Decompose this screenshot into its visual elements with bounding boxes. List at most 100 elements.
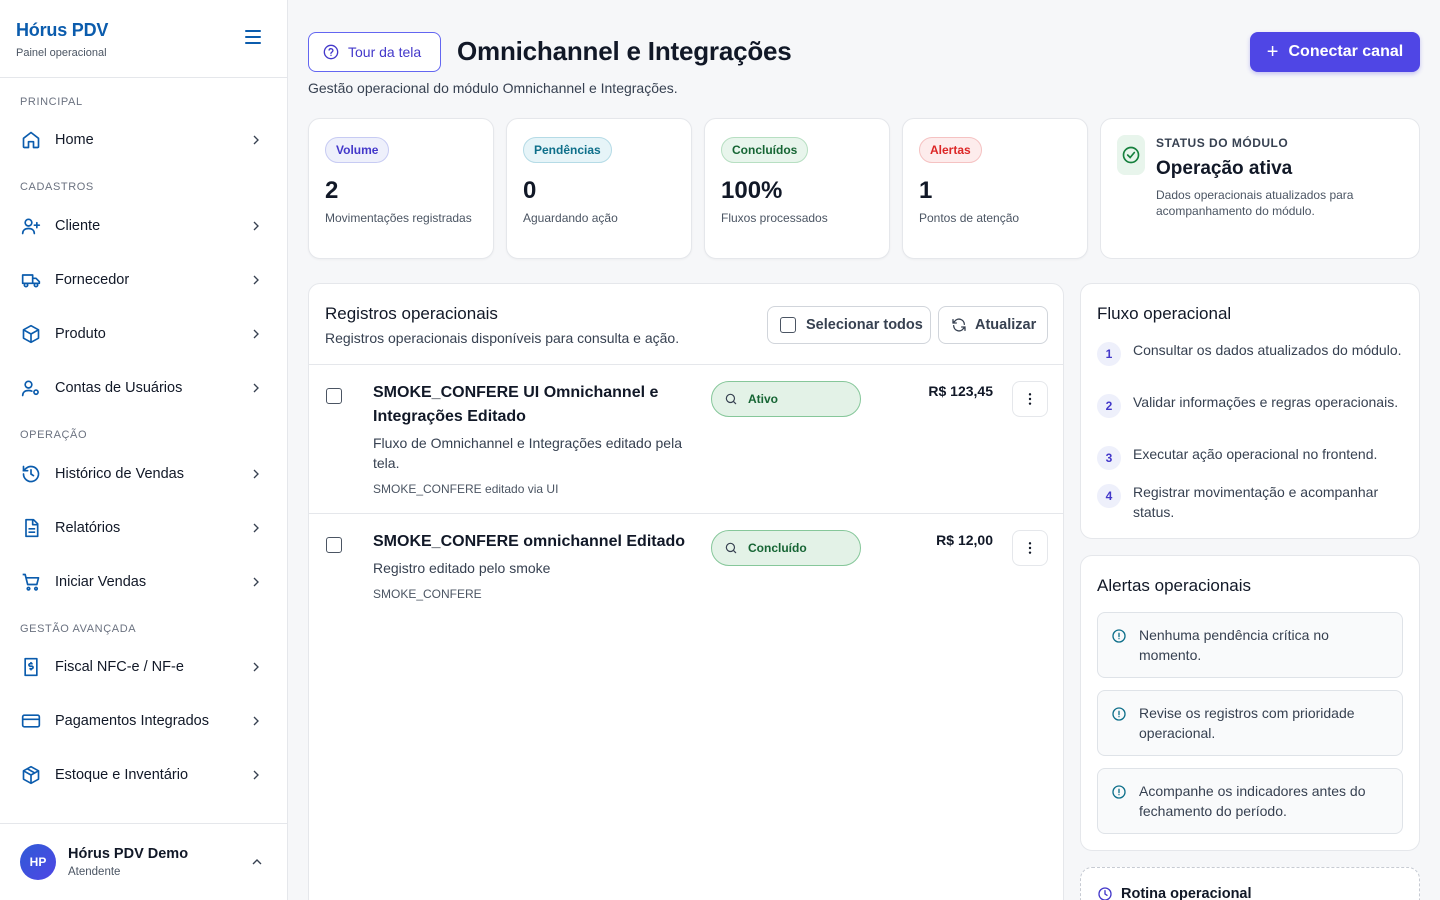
- sidebar-item-label: Produto: [55, 326, 106, 342]
- alerts-title: Alertas operacionais: [1097, 576, 1252, 595]
- sidebar-item-label: Pagamentos Integrados: [55, 713, 209, 729]
- tour-button[interactable]: Tour da tela: [308, 32, 441, 72]
- row-description: Registro editado pelo smoke: [373, 560, 551, 576]
- clock-icon: [1098, 887, 1112, 900]
- brand: Hórus PDV Painel operacional: [0, 0, 287, 78]
- kpi-caption: Movimentações registradas: [325, 211, 472, 225]
- chevron-right-icon: [253, 275, 259, 285]
- row-actions-button[interactable]: [1012, 530, 1048, 566]
- sidebar-item-home[interactable]: Home: [12, 118, 276, 162]
- history-icon: [20, 463, 42, 485]
- connect-channel-button[interactable]: + Conectar canal: [1250, 32, 1420, 72]
- step-text: Executar ação operacional no frontend.: [1133, 446, 1378, 462]
- brand-subtitle: Painel operacional: [16, 47, 107, 59]
- chevron-right-icon: [253, 770, 259, 780]
- avatar: HP: [20, 844, 56, 880]
- kpi-card-pendencias: Pendências 0 Aguardando ação: [506, 118, 692, 259]
- row-checkbox[interactable]: [326, 537, 342, 553]
- chevron-right-icon: [253, 716, 259, 726]
- sidebar-item-relatorios[interactable]: Relatórios: [12, 506, 276, 550]
- module-status-card: STATUS DO MÓDULO Operação ativa Dados op…: [1100, 118, 1420, 259]
- section-label-principal: PRINCIPAL: [20, 96, 83, 108]
- search-icon: [725, 393, 737, 405]
- select-all-checkbox[interactable]: [780, 317, 796, 333]
- chevron-right-icon: [253, 221, 259, 231]
- kpi-badge: Alertas: [919, 137, 982, 163]
- refresh-icon: [952, 318, 966, 332]
- sidebar-item-produto[interactable]: Produto: [12, 312, 276, 356]
- kpi-card-alertas: Alertas 1 Pontos de atenção: [902, 118, 1088, 259]
- sidebar-item-label: Home: [55, 132, 94, 148]
- sidebar-item-label: Cliente: [55, 218, 101, 234]
- sidebar-item-label: Relatórios: [55, 520, 121, 536]
- row-price: R$ 12,00: [936, 532, 993, 548]
- refresh-label: Atualizar: [975, 317, 1037, 333]
- chevron-right-icon: [253, 523, 259, 533]
- chevron-right-icon: [253, 662, 259, 672]
- step-text: Registrar movimentação e acompanhar stat…: [1133, 484, 1379, 520]
- select-all-label: Selecionar todos: [806, 317, 923, 333]
- page-subtitle: Gestão operacional do módulo Omnichannel…: [308, 80, 678, 96]
- operational-alerts-card: Alertas operacionais Nenhuma pendência c…: [1080, 555, 1420, 851]
- sidebar-item-fornecedor[interactable]: Fornecedor: [12, 258, 276, 302]
- status-badge: Concluído: [711, 530, 861, 566]
- sidebar-item-label: Iniciar Vendas: [55, 574, 147, 590]
- sidebar-item-contas-usuarios[interactable]: Contas de Usuários: [12, 366, 276, 410]
- kpi-badge: Concluídos: [721, 137, 809, 163]
- step-number: 2: [1097, 394, 1121, 418]
- kpi-value: 1: [919, 177, 933, 204]
- sidebar-item-fiscal[interactable]: Fiscal NFC-e / NF-e: [12, 645, 276, 689]
- sidebar-item-label: Estoque e Inventário: [55, 767, 189, 783]
- sidebar-item-label: Histórico de Vendas: [55, 466, 184, 482]
- sidebar-item-iniciar-vendas[interactable]: Iniciar Vendas: [12, 560, 276, 604]
- more-vertical-icon: [1028, 393, 1032, 405]
- operational-flow-card: Fluxo operacional 1 Consultar os dados a…: [1080, 283, 1420, 539]
- row-meta: SMOKE_CONFERE editado via UI: [373, 482, 559, 496]
- section-label-operacao: OPERAÇÃO: [20, 429, 88, 441]
- sidebar-item-historico-vendas[interactable]: Histórico de Vendas: [12, 452, 276, 496]
- step-number: 4: [1097, 484, 1121, 508]
- kpi-value: 0: [523, 177, 537, 204]
- connect-channel-label: Conectar canal: [1288, 43, 1404, 60]
- shopping-cart-icon: [20, 571, 42, 593]
- check-circle-icon: [1117, 135, 1145, 175]
- sidebar-item-cliente[interactable]: Cliente: [12, 204, 276, 248]
- sidebar-item-pagamentos[interactable]: Pagamentos Integrados: [12, 699, 276, 743]
- row-title[interactable]: SMOKE_CONFERE UI Omnichannel e Integraçõ…: [373, 384, 659, 425]
- alert-circle-icon: [1112, 707, 1126, 721]
- alert-circle-icon: [1112, 629, 1126, 643]
- kpi-badge: Volume: [325, 137, 390, 163]
- sidebar-item-label: Fornecedor: [55, 272, 130, 288]
- credit-card-icon: [20, 710, 42, 732]
- user-profile[interactable]: HP Hórus PDV Demo Atendente: [0, 823, 287, 900]
- chevron-up-icon[interactable]: [249, 854, 265, 870]
- sidebar-item-estoque[interactable]: Estoque e Inventário: [12, 753, 276, 797]
- kpi-card-volume: Volume 2 Movimentações registradas: [308, 118, 494, 259]
- select-all-button[interactable]: Selecionar todos: [767, 306, 931, 344]
- package-icon: [20, 323, 42, 345]
- row-price: R$ 123,45: [928, 383, 993, 399]
- home-icon: [20, 129, 42, 151]
- file-text-icon: [20, 517, 42, 539]
- row-checkbox[interactable]: [326, 388, 342, 404]
- alert-text: Revise os registros com prioridade opera…: [1139, 705, 1355, 741]
- user-role: Atendente: [68, 866, 121, 878]
- operational-routine-card: Rotina operacional: [1080, 867, 1420, 900]
- alert-item: Revise os registros com prioridade opera…: [1097, 690, 1403, 756]
- step-text: Validar informações e regras operacionai…: [1133, 394, 1399, 410]
- page-title: Omnichannel e Integrações: [457, 36, 792, 66]
- chevron-right-icon: [253, 135, 259, 145]
- row-description: Fluxo de Omnichannel e Integrações edita…: [373, 435, 682, 471]
- step-number: 1: [1097, 342, 1121, 366]
- row-actions-button[interactable]: [1012, 381, 1048, 417]
- row-title[interactable]: SMOKE_CONFERE omnichannel Editado: [373, 533, 686, 550]
- receipt-dollar-icon: [20, 656, 42, 678]
- hamburger-menu-icon[interactable]: [245, 30, 261, 44]
- user-plus-icon: [20, 215, 42, 237]
- search-icon: [725, 542, 737, 554]
- alert-circle-icon: [1112, 785, 1126, 799]
- routine-title: Rotina operacional: [1121, 886, 1252, 900]
- refresh-button[interactable]: Atualizar: [938, 306, 1048, 344]
- sidebar-item-label: Fiscal NFC-e / NF-e: [55, 659, 184, 675]
- kpi-value: 2: [325, 177, 339, 204]
